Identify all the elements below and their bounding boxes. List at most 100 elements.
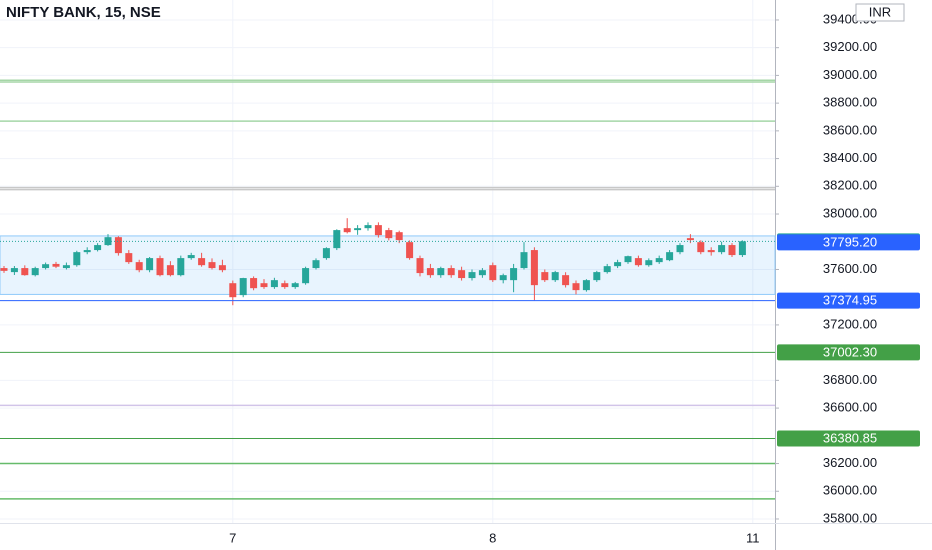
candle-body — [728, 245, 736, 256]
candle-body — [707, 250, 715, 253]
y-tick-label: 38600.00 — [823, 122, 877, 137]
candle-body — [42, 264, 50, 269]
candle-body — [83, 250, 91, 253]
price-label-box — [777, 234, 920, 251]
candle-body — [426, 268, 434, 276]
candle-body — [52, 263, 60, 267]
candle-body — [94, 245, 102, 251]
currency: INR — [869, 4, 891, 19]
y-tick-label: 38000.00 — [823, 205, 877, 220]
candle-body — [520, 252, 528, 269]
price-label: 37795.20 — [823, 234, 877, 249]
candle-body — [0, 268, 8, 271]
y-tick-label: 36200.00 — [823, 455, 877, 470]
candle-body — [62, 265, 70, 269]
candle-body — [562, 275, 570, 286]
y-tick-label: 38200.00 — [823, 178, 877, 193]
y-tick-label: 36000.00 — [823, 483, 877, 498]
candle-body — [614, 262, 622, 267]
candle-body — [593, 272, 601, 281]
candle-body — [281, 283, 289, 288]
candle-body — [572, 283, 580, 291]
y-tick-label: 35800.00 — [823, 510, 877, 525]
candle-body — [156, 258, 164, 276]
candle-body — [697, 242, 705, 253]
candle-body — [447, 268, 455, 276]
chart-title: NIFTY BANK, 15, NSE — [6, 4, 161, 21]
candle-body — [166, 265, 174, 276]
y-tick-label: 36600.00 — [823, 400, 877, 415]
x-tick-label: 7 — [229, 530, 236, 545]
candle-body — [354, 228, 362, 231]
candle-body — [686, 238, 694, 241]
y-tick-label: 36800.00 — [823, 372, 877, 387]
candle-body — [250, 278, 258, 289]
candle-body — [385, 230, 393, 239]
candle-body — [73, 252, 81, 266]
candle-body — [489, 265, 497, 281]
candle-body — [218, 265, 226, 271]
price-label-box — [777, 292, 920, 309]
price-label: 36380.85 — [823, 430, 877, 445]
candle-body — [458, 270, 466, 279]
candle-body — [333, 230, 341, 249]
candle-body — [260, 283, 268, 288]
candle-body — [21, 268, 29, 276]
candle-body — [146, 258, 154, 271]
candle-body — [541, 272, 549, 281]
candle-body — [666, 252, 674, 261]
plot — [0, 79, 776, 500]
x-tick-label: 11 — [746, 530, 760, 545]
candle-body — [499, 275, 507, 281]
candle-body — [478, 270, 486, 276]
currency-box — [855, 3, 905, 22]
candle-body — [291, 283, 299, 288]
axis: 39400.0039200.0039000.0038800.0038600.00… — [229, 11, 920, 545]
candle-body — [198, 258, 206, 266]
candle-body — [125, 253, 133, 263]
y-tick-label: 38400.00 — [823, 150, 877, 165]
candle-body — [322, 248, 330, 259]
candle-body — [187, 255, 195, 259]
candle-body — [374, 225, 382, 236]
candle-body — [624, 256, 632, 263]
grid — [0, 0, 775, 523]
candle-body — [603, 266, 611, 273]
candle-body — [510, 268, 518, 281]
candle-body — [416, 258, 424, 274]
price-label-box — [777, 344, 920, 361]
y-tick-label: 37200.00 — [823, 316, 877, 331]
candle-body — [468, 272, 476, 279]
x-tick-label: 8 — [489, 530, 496, 545]
candle-body — [31, 268, 39, 276]
candle-body — [229, 283, 237, 298]
candle-body — [645, 260, 653, 266]
candle-body — [10, 268, 18, 273]
candle-body — [270, 280, 278, 288]
candle-body — [177, 258, 185, 276]
candle-body — [312, 260, 320, 269]
candle-body — [582, 280, 590, 291]
candle-body — [343, 228, 351, 233]
candle-body — [634, 258, 642, 266]
price-label-box — [777, 430, 920, 447]
y-tick-label: 37600.00 — [823, 261, 877, 276]
candle-body — [302, 268, 310, 284]
candle-body — [676, 245, 684, 253]
candle-body — [114, 237, 122, 254]
price-label: 37374.95 — [823, 293, 877, 308]
candle-body — [239, 278, 247, 296]
candle-body — [655, 258, 663, 263]
y-tick-label: 39000.00 — [823, 67, 877, 82]
candle-body — [738, 241, 746, 256]
candle-body — [364, 225, 372, 229]
price-label: 37002.30 — [823, 344, 877, 359]
candle-body — [208, 262, 216, 269]
candle-body — [437, 268, 445, 276]
candle-body — [395, 232, 403, 241]
candle-body — [718, 245, 726, 253]
y-tick-label: 39200.00 — [823, 39, 877, 54]
candle-body — [530, 250, 538, 286]
candle-body — [135, 262, 143, 271]
